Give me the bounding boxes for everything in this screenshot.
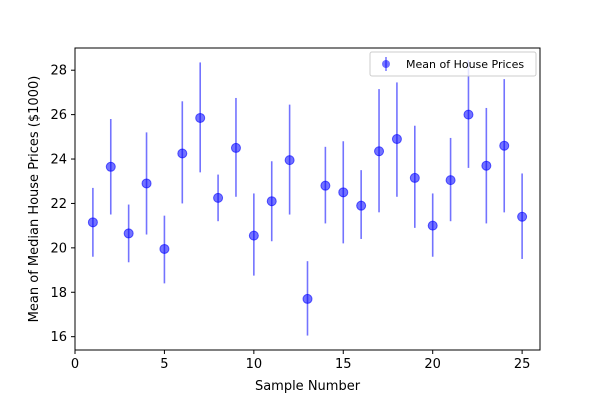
x-tick-label: 15 [335,357,352,372]
data-point [266,196,277,207]
legend-point-marker [382,60,390,68]
y-tick-label: 18 [50,286,67,301]
data-point [248,230,259,241]
legend: Mean of House Prices [369,51,537,77]
data-point [427,220,438,231]
data-point [159,243,170,254]
y-tick-label: 26 [50,108,67,123]
data-point [87,217,98,228]
data-point [409,172,420,183]
y-axis-ticks: 16 18 20 22 24 26 28 [50,64,75,345]
data-point [517,211,528,222]
x-tick-label: 25 [514,357,531,372]
data-point [213,192,224,203]
x-tick-label: 5 [160,357,168,372]
y-axis-label: Mean of Median House Prices ($1000) [27,76,42,323]
plot-area-frame [74,47,541,351]
data-point [230,142,241,153]
data-point [195,112,206,123]
data-point [320,180,331,191]
y-tick-label: 16 [50,330,67,345]
data-point [391,134,402,145]
data-point [356,200,367,211]
x-axis-label: Sample Number [255,379,361,394]
data-point [445,175,456,186]
legend-label: Mean of House Prices [406,58,524,71]
y-tick-label: 24 [50,153,67,168]
x-tick-label: 20 [424,357,441,372]
y-tick-label: 22 [50,197,67,212]
x-tick-label: 0 [71,357,79,372]
y-tick-label: 28 [50,64,67,79]
data-point [499,140,510,151]
data-point [374,146,385,157]
x-axis-ticks: 0 5 10 15 20 25 [71,350,531,372]
data-point [123,228,134,239]
data-point [177,148,188,159]
data-point [302,293,313,304]
data-point [105,161,116,172]
x-tick-label: 10 [246,357,263,372]
y-tick-label: 20 [50,241,67,256]
data-point [284,155,295,166]
data-point [141,178,152,189]
data-point [481,160,492,171]
legend-box [369,51,537,77]
data-point [338,187,349,198]
plot-marks [87,60,528,336]
data-point [463,109,474,120]
